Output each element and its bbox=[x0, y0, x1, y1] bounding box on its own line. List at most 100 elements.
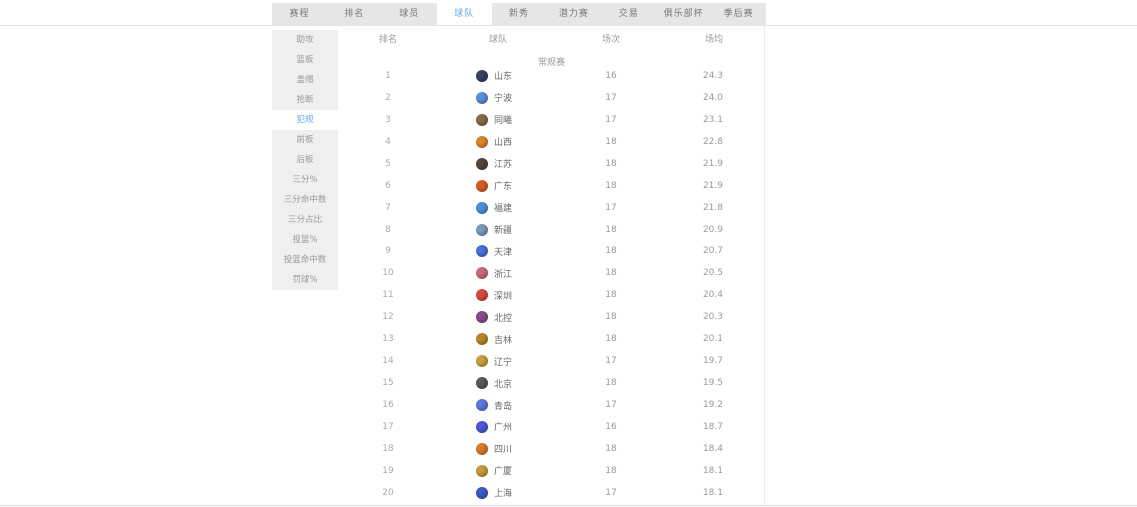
team-name[interactable]: 宁波 bbox=[494, 94, 513, 105]
games-value: 18 bbox=[605, 465, 617, 476]
team-name[interactable]: 四川 bbox=[494, 445, 513, 456]
team-logo-icon bbox=[476, 377, 488, 390]
team-name[interactable]: 上海 bbox=[494, 489, 513, 500]
table-header: 排名 球队 场次 场均 bbox=[338, 30, 765, 50]
col-header-avg: 场均 bbox=[704, 35, 723, 45]
top-nav: 赛程 排名 球员 球队 新秀 潜力赛 交易 俱乐部杯 季后赛 bbox=[272, 3, 767, 25]
avg-value: 20.9 bbox=[702, 224, 723, 235]
nav-tab[interactable]: 季后赛 bbox=[711, 3, 767, 25]
avg-value: 23.1 bbox=[702, 114, 723, 125]
games-value: 17 bbox=[605, 114, 617, 125]
avg-value: 20.7 bbox=[702, 246, 723, 257]
nav-tab[interactable]: 球队 bbox=[436, 3, 492, 25]
team-cell[interactable]: 山东 bbox=[438, 69, 558, 82]
team-cell[interactable]: 辽宁 bbox=[438, 355, 558, 368]
team-name[interactable]: 广厦 bbox=[494, 467, 513, 478]
nav-tab[interactable]: 赛程 bbox=[272, 3, 327, 25]
rank-value: 20 bbox=[382, 487, 394, 498]
team-name[interactable]: 新疆 bbox=[494, 226, 513, 237]
rank-value: 8 bbox=[385, 224, 391, 235]
sidebar-item[interactable]: 助攻 bbox=[272, 30, 338, 50]
team-logo-icon bbox=[476, 486, 488, 499]
team-cell[interactable]: 江苏 bbox=[438, 157, 558, 170]
team-name[interactable]: 山东 bbox=[494, 72, 513, 83]
rank-value: 3 bbox=[385, 114, 391, 125]
team-logo-icon bbox=[476, 157, 488, 170]
nav-tab[interactable]: 球员 bbox=[381, 3, 437, 25]
sidebar-item[interactable]: 三分占比 bbox=[272, 210, 338, 230]
nav-tab[interactable]: 潜力赛 bbox=[546, 3, 602, 25]
team-cell[interactable]: 北京 bbox=[438, 377, 558, 390]
table-row: 3 同曦 17 23.1 bbox=[338, 109, 765, 131]
team-cell[interactable]: 广厦 bbox=[438, 464, 558, 477]
team-name[interactable]: 同曦 bbox=[494, 116, 513, 127]
avg-value: 21.8 bbox=[702, 202, 723, 213]
team-cell[interactable]: 青岛 bbox=[438, 399, 558, 412]
rank-value: 15 bbox=[382, 378, 394, 389]
team-cell[interactable]: 广州 bbox=[438, 420, 558, 433]
sidebar-item[interactable]: 抢断 bbox=[272, 90, 338, 110]
sidebar-item[interactable]: 篮板 bbox=[272, 50, 338, 70]
nav-divider bbox=[0, 25, 1137, 26]
team-cell[interactable]: 深圳 bbox=[438, 289, 558, 302]
team-ranking-table: 排名 球队 场次 场均 常规赛 1 山东 16 24.3 2 bbox=[338, 30, 765, 499]
team-name[interactable]: 广州 bbox=[494, 423, 513, 434]
sidebar-item[interactable]: 盖帽 bbox=[272, 70, 338, 90]
team-cell[interactable]: 吉林 bbox=[438, 333, 558, 346]
rank-value: 5 bbox=[385, 158, 391, 169]
season-section-label: 常规赛 bbox=[537, 58, 565, 68]
team-cell[interactable]: 浙江 bbox=[438, 267, 558, 280]
avg-value: 20.1 bbox=[702, 334, 723, 345]
team-cell[interactable]: 福建 bbox=[438, 201, 558, 214]
team-name[interactable]: 北控 bbox=[494, 313, 513, 324]
rank-value: 9 bbox=[385, 246, 391, 257]
team-cell[interactable]: 山西 bbox=[438, 135, 558, 148]
table-row: 8 新疆 18 20.9 bbox=[338, 219, 765, 241]
team-name[interactable]: 辽宁 bbox=[494, 357, 513, 368]
col-header-team: 球队 bbox=[488, 35, 507, 45]
team-name[interactable]: 广东 bbox=[494, 182, 513, 193]
team-name[interactable]: 浙江 bbox=[494, 269, 513, 280]
team-cell[interactable]: 新疆 bbox=[438, 223, 558, 236]
sidebar-item[interactable]: 后板 bbox=[272, 150, 338, 170]
col-header-games: 场次 bbox=[601, 35, 620, 45]
table-body: 1 山东 16 24.3 2 宁波 17 24.0 bbox=[338, 65, 765, 504]
team-name[interactable]: 江苏 bbox=[494, 160, 513, 171]
team-name[interactable]: 山西 bbox=[494, 138, 513, 149]
sidebar-item[interactable]: 投篮% bbox=[272, 230, 338, 250]
team-cell[interactable]: 四川 bbox=[438, 442, 558, 455]
team-name[interactable]: 青岛 bbox=[494, 401, 513, 412]
team-name[interactable]: 福建 bbox=[494, 204, 513, 215]
nav-tab[interactable]: 俱乐部杯 bbox=[656, 3, 712, 25]
team-cell[interactable]: 北控 bbox=[438, 311, 558, 324]
team-cell[interactable]: 宁波 bbox=[438, 91, 558, 104]
sidebar-item[interactable]: 犯规 bbox=[272, 110, 338, 130]
team-logo-icon bbox=[476, 289, 488, 302]
team-name[interactable]: 天津 bbox=[494, 247, 513, 258]
rank-value: 13 bbox=[382, 334, 394, 345]
team-cell[interactable]: 广东 bbox=[438, 179, 558, 192]
team-name[interactable]: 深圳 bbox=[494, 291, 513, 302]
rank-value: 1 bbox=[385, 70, 391, 81]
team-name[interactable]: 吉林 bbox=[494, 335, 513, 346]
team-logo-icon bbox=[476, 179, 488, 192]
page-bottom-divider bbox=[0, 505, 1137, 506]
avg-value: 18.1 bbox=[702, 487, 723, 498]
sidebar-item[interactable]: 三分% bbox=[272, 170, 338, 190]
sidebar-item[interactable]: 罚球% bbox=[272, 270, 338, 290]
team-cell[interactable]: 同曦 bbox=[438, 113, 558, 126]
sidebar-item[interactable]: 三分命中数 bbox=[272, 190, 338, 210]
table-row: 1 山东 16 24.3 bbox=[338, 65, 765, 87]
team-cell[interactable]: 上海 bbox=[438, 486, 558, 499]
nav-tab[interactable]: 排名 bbox=[326, 3, 382, 25]
nav-tab[interactable]: 新秀 bbox=[491, 3, 547, 25]
sidebar-item[interactable]: 前板 bbox=[272, 130, 338, 150]
sidebar-item[interactable]: 投篮命中数 bbox=[272, 250, 338, 270]
nav-tab[interactable]: 交易 bbox=[601, 3, 657, 25]
team-logo-icon bbox=[476, 91, 488, 104]
team-logo-icon bbox=[476, 399, 488, 412]
team-cell[interactable]: 天津 bbox=[438, 245, 558, 258]
team-name[interactable]: 北京 bbox=[494, 379, 513, 390]
rank-value: 14 bbox=[382, 356, 394, 367]
